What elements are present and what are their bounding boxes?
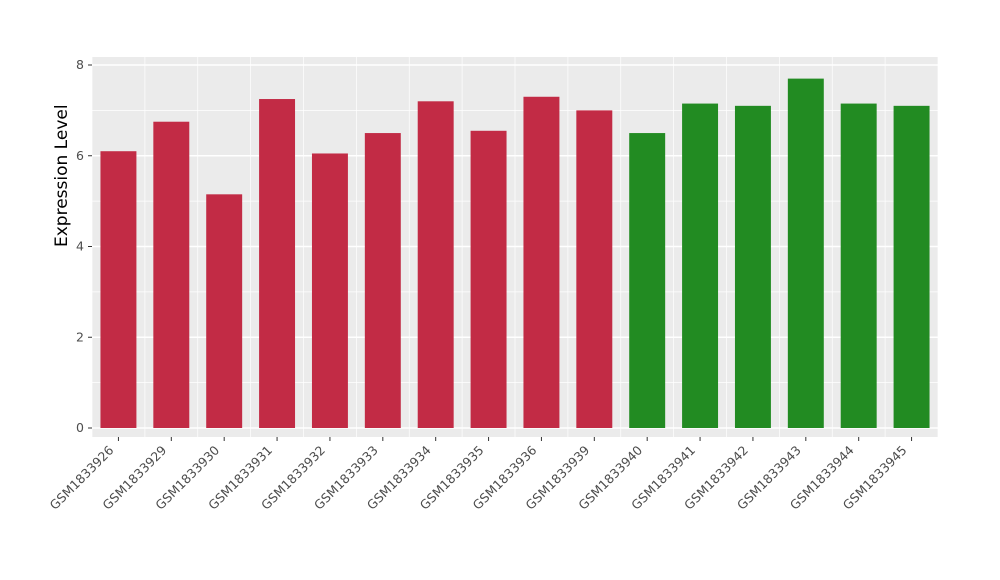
bar-GSM1833930 [206, 194, 243, 428]
y-tick-label: 8 [76, 57, 84, 72]
bar-GSM1833932 [311, 153, 348, 428]
bar-GSM1833944 [840, 103, 877, 428]
bar-GSM1833931 [259, 99, 296, 428]
bar-GSM1833933 [364, 133, 401, 428]
bar-GSM1833940 [629, 133, 666, 428]
bar-GSM1833939 [576, 110, 613, 428]
bar-GSM1833936 [523, 96, 560, 428]
bar-GSM1833942 [734, 105, 771, 429]
y-tick-label: 2 [76, 329, 84, 344]
bar-GSM1833941 [682, 103, 719, 428]
y-tick-label: 0 [76, 420, 84, 435]
bar-GSM1833935 [470, 130, 507, 428]
bar-GSM1833929 [153, 121, 190, 428]
bar-GSM1833926 [100, 151, 137, 428]
y-tick-label: 6 [76, 148, 84, 163]
bar-GSM1833943 [787, 78, 824, 429]
y-tick-label: 4 [76, 239, 84, 254]
y-axis-title: Expression Level [52, 104, 72, 247]
bar-GSM1833934 [417, 101, 454, 429]
bar-GSM1833945 [893, 105, 930, 429]
